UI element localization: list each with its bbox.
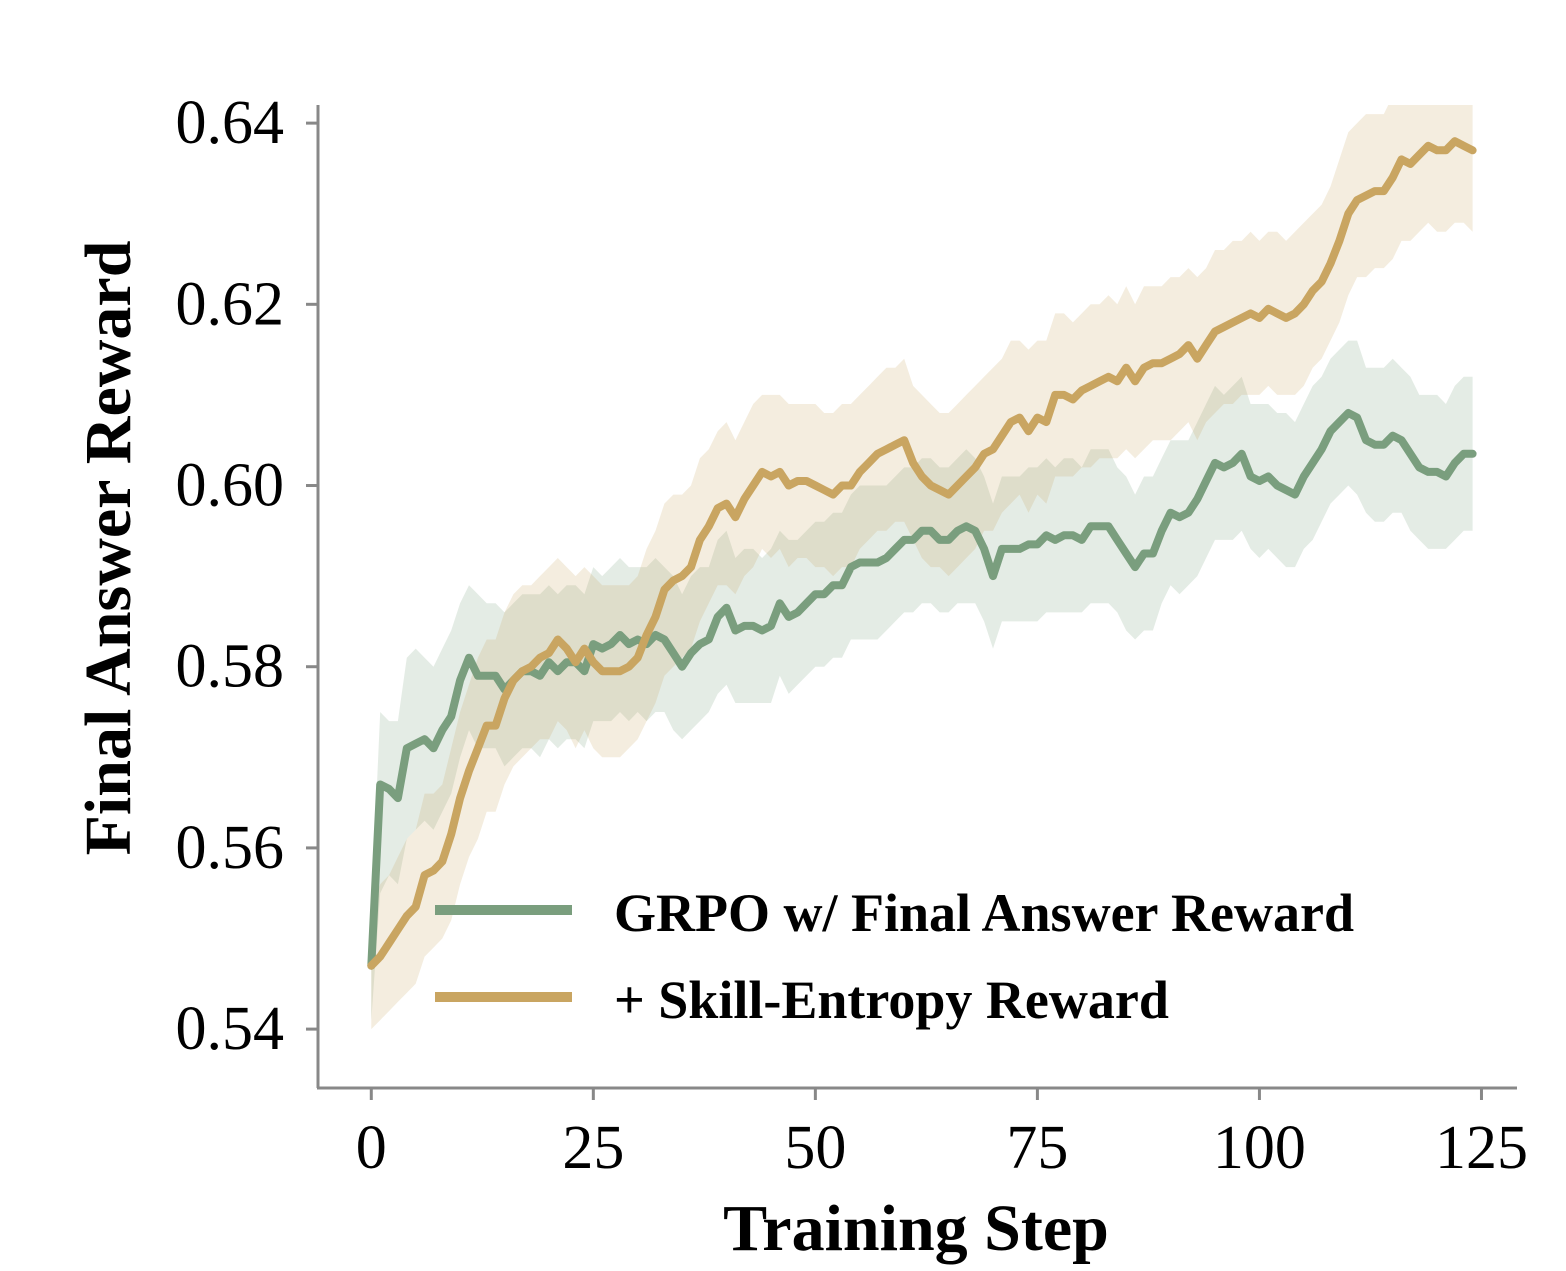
y-axis-title: Final Answer Reward <box>72 241 145 856</box>
y-tick-label: 0.58 <box>176 633 285 701</box>
x-tick-label: 125 <box>1435 1114 1528 1182</box>
x-axis-title: Training Step <box>723 1192 1109 1265</box>
y-tick-label: 0.56 <box>176 814 285 882</box>
x-tick-label: 0 <box>356 1114 387 1182</box>
band-grpo <box>371 340 1473 1021</box>
line-skill-entropy <box>367 137 1477 970</box>
y-tick-label: 0.60 <box>176 452 285 520</box>
x-tick-label: 100 <box>1213 1114 1306 1182</box>
y-tick-label: 0.62 <box>176 270 285 338</box>
band-skill-entropy <box>371 105 1473 1030</box>
legend-label-skill-entropy: + Skill-Entropy Reward <box>614 970 1169 1030</box>
confidence-bands <box>371 105 1473 1030</box>
series-lines <box>367 137 1477 970</box>
y-tick-label: 0.64 <box>176 89 285 157</box>
y-axis-ticks: 0.54 0.56 0.58 0.60 0.62 0.64 <box>176 89 318 1063</box>
y-tick-label: 0.54 <box>176 995 285 1063</box>
x-tick-label: 75 <box>1006 1114 1068 1182</box>
x-axis-ticks: 0 25 50 75 100 125 <box>356 1088 1528 1182</box>
legend: GRPO w/ Final Answer Reward + Skill-Entr… <box>435 883 1354 1030</box>
x-tick-label: 25 <box>562 1114 624 1182</box>
legend-label-grpo: GRPO w/ Final Answer Reward <box>614 883 1354 943</box>
x-tick-label: 50 <box>784 1114 846 1182</box>
line-grpo <box>367 409 1477 970</box>
